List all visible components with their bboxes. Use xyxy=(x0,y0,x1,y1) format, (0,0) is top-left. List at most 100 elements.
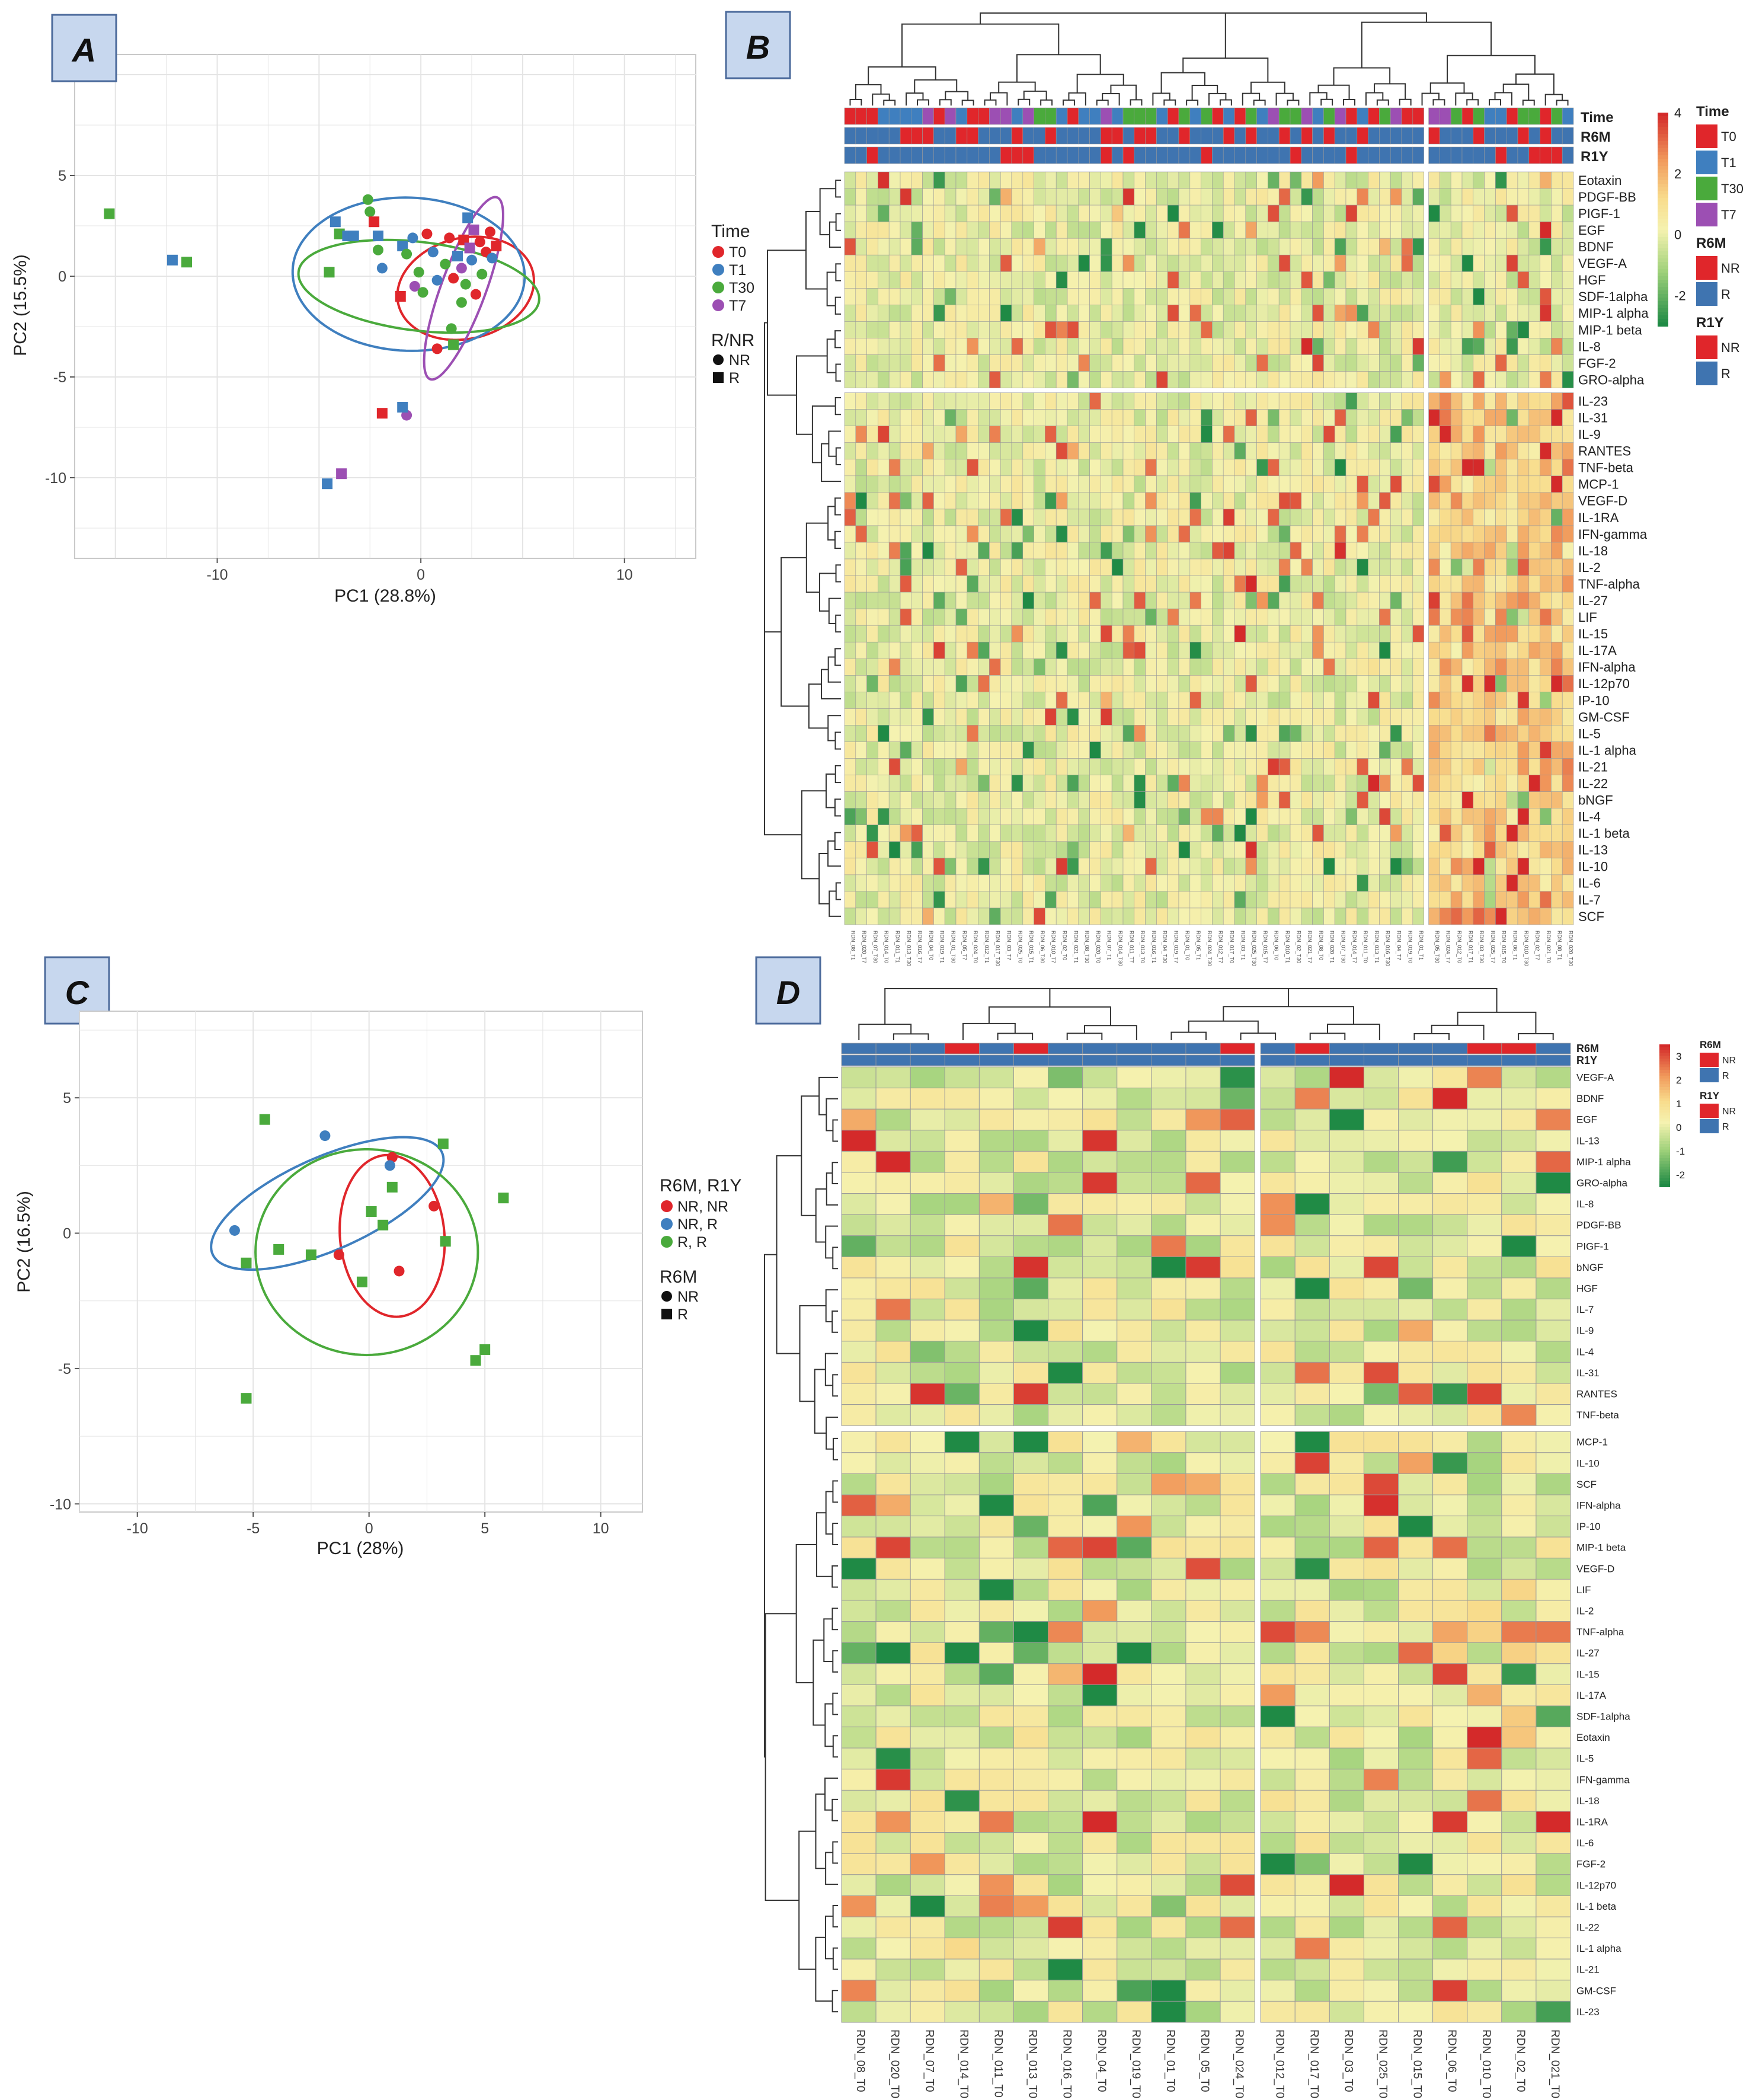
point-square xyxy=(397,402,408,413)
heatmap-cell xyxy=(1268,841,1280,859)
heatmap-cell xyxy=(910,1769,945,1791)
heatmap-cell xyxy=(1122,254,1135,272)
heatmap-cell xyxy=(1345,658,1358,676)
heatmap-cell xyxy=(1562,238,1574,255)
heatmap-cell xyxy=(1245,354,1257,372)
heatmap-cell xyxy=(967,575,978,593)
heatmap-cell xyxy=(1329,1108,1364,1131)
heatmap-cell xyxy=(1117,1277,1152,1300)
heatmap-cell xyxy=(1562,426,1574,443)
heatmap-cell xyxy=(844,608,856,626)
heatmap-cell xyxy=(1234,392,1246,410)
annotation-cell xyxy=(1078,107,1090,125)
heatmap-cell xyxy=(1011,675,1023,692)
heatmap-cell xyxy=(1428,841,1440,859)
heatmap-cell xyxy=(933,509,945,526)
heatmap-cell xyxy=(1145,808,1157,826)
heatmap-cell xyxy=(933,238,945,255)
annotation-cell xyxy=(855,146,867,164)
heatmap-cell xyxy=(1517,575,1530,593)
heatmap-cell xyxy=(1290,758,1302,775)
heatmap-cell xyxy=(900,426,912,443)
heatmap-cell xyxy=(1562,305,1574,322)
heatmap-column-label: RDN_012_T1 xyxy=(984,931,990,963)
heatmap-cell xyxy=(866,891,878,909)
heatmap-cell xyxy=(1034,288,1045,305)
heatmap-cell xyxy=(888,221,901,239)
heatmap-cell xyxy=(1517,625,1530,643)
heatmap-cell xyxy=(978,592,990,609)
heatmap-cell xyxy=(1089,874,1101,892)
heatmap-cell xyxy=(878,808,890,826)
heatmap-cell xyxy=(844,238,856,255)
heatmap-cell xyxy=(967,791,978,808)
heatmap-cell xyxy=(1551,808,1563,826)
heatmap-cell xyxy=(888,891,901,909)
annotation-legend-swatch xyxy=(1696,282,1717,306)
heatmap-cell xyxy=(1212,608,1224,626)
heatmap-cell xyxy=(888,338,901,355)
heatmap-cell xyxy=(1345,608,1358,626)
heatmap-cell xyxy=(1390,907,1402,925)
heatmap-cell xyxy=(1078,426,1090,443)
heatmap-cell xyxy=(875,1895,911,1917)
heatmap-cell xyxy=(1256,238,1268,255)
heatmap-cell xyxy=(1220,1214,1255,1236)
heatmap-cell xyxy=(1428,459,1440,477)
heatmap-cell xyxy=(1260,1811,1296,1833)
heatmap-cell xyxy=(1517,725,1530,742)
heatmap-cell xyxy=(1412,725,1424,742)
heatmap-cell xyxy=(878,858,890,875)
heatmap-cell xyxy=(1055,525,1068,543)
heatmap-cell xyxy=(1189,171,1201,189)
heatmap-cell xyxy=(910,1958,945,1981)
annotation-cell xyxy=(1234,127,1246,145)
heatmap-cell xyxy=(1473,542,1485,560)
dendrogram-branch xyxy=(1309,1033,1346,1040)
heatmap-cell xyxy=(1390,558,1402,576)
heatmap-cell xyxy=(1078,758,1090,775)
annotation-cell xyxy=(1506,146,1518,164)
heatmap-cell xyxy=(1312,741,1324,759)
heatmap-cell xyxy=(978,658,990,676)
heatmap-cell xyxy=(1134,675,1146,692)
annotation-cell xyxy=(1178,127,1191,145)
heatmap-cell xyxy=(875,1130,911,1152)
heatmap-cell xyxy=(855,221,867,239)
heatmap-cell xyxy=(944,874,957,892)
heatmap-cell xyxy=(1440,371,1451,388)
heatmap-cell xyxy=(1201,271,1213,289)
heatmap-cell xyxy=(1379,221,1391,239)
heatmap-cell xyxy=(955,907,968,925)
heatmap-cell xyxy=(1484,221,1496,239)
heatmap-row-label: PIGF-1 xyxy=(1578,206,1620,221)
heatmap-cell xyxy=(1134,592,1146,609)
heatmap-cell xyxy=(1167,238,1179,255)
heatmap-cell xyxy=(1473,725,1485,742)
heatmap-cell xyxy=(1290,492,1302,510)
heatmap-cell xyxy=(911,725,923,742)
heatmap-cell xyxy=(1034,188,1045,206)
heatmap-row-label: SCF xyxy=(1576,1479,1597,1490)
heatmap-cell xyxy=(1055,475,1068,493)
heatmap-cell xyxy=(1089,725,1101,742)
heatmap-cell xyxy=(967,708,978,725)
heatmap-cell xyxy=(1506,171,1518,189)
heatmap-column-label: RDN_014_T7 xyxy=(1351,931,1357,963)
heatmap-cell xyxy=(1428,592,1440,609)
heatmap-cell xyxy=(1082,1431,1118,1453)
heatmap-cell xyxy=(1412,354,1424,372)
heatmap-cell xyxy=(1055,841,1068,859)
point-square xyxy=(395,291,406,302)
color-scale-segment xyxy=(1658,177,1668,181)
heatmap-cell xyxy=(1440,675,1451,692)
heatmap-cell xyxy=(944,725,957,742)
heatmap-cell xyxy=(1185,1277,1221,1300)
heatmap-cell xyxy=(1089,758,1101,775)
heatmap-cell xyxy=(1440,692,1451,709)
heatmap-cell xyxy=(1268,475,1280,493)
heatmap-cell xyxy=(1363,1193,1399,1215)
heatmap-cell xyxy=(1048,1536,1083,1559)
heatmap-cell xyxy=(1268,858,1280,875)
color-scale-segment xyxy=(1659,1184,1670,1187)
